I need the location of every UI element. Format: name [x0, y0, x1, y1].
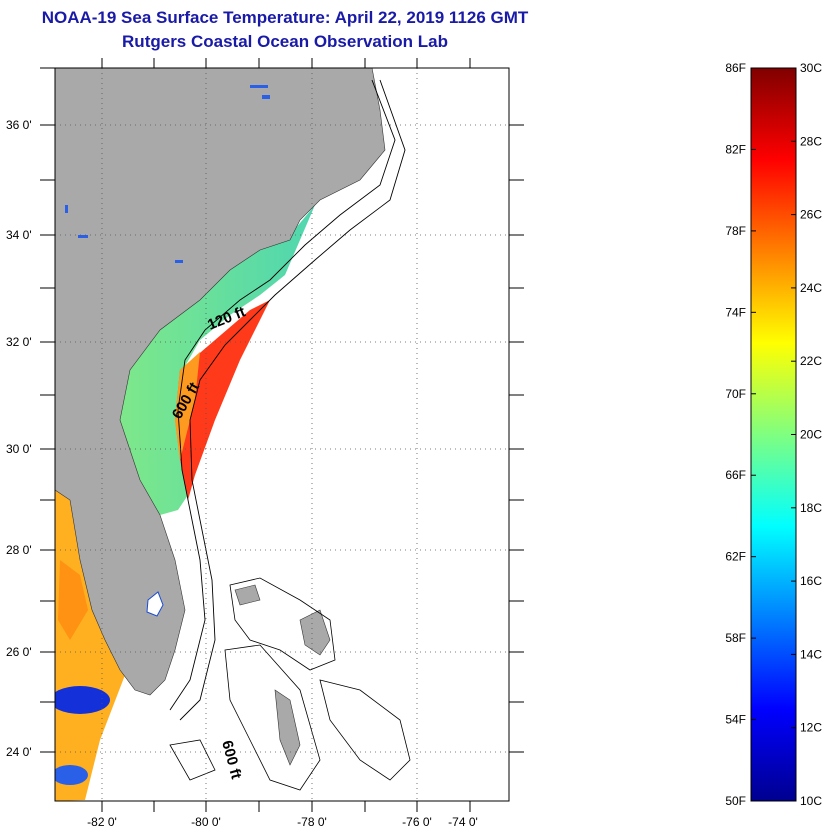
map-subtitle: Rutgers Coastal Ocean Observation Lab [122, 32, 448, 51]
colorbar-f-label: 58F [725, 631, 746, 645]
colorbar-c-label: 30C [800, 61, 822, 75]
temperature-colorbar: 86F 82F 78F 74F 70F 66F 62F 58F 54F 50F 30C 28C 26C… [725, 61, 822, 808]
lat-label-36: 36 0' [6, 118, 32, 132]
colorbar-celsius-labels: 30C 28C 26C 24C 22C 20C 18C 16C 14C 12C 10C [791, 61, 822, 808]
gulf-sst-warm-patches [58, 560, 88, 640]
colorbar-c-label: 22C [800, 354, 822, 368]
colorbar-c-label: 20C [800, 428, 822, 442]
colorbar-c-label: 14C [800, 647, 822, 661]
colorbar-f-label: 74F [725, 305, 746, 319]
colorbar-c-label: 26C [800, 208, 822, 222]
us-landmass [55, 68, 386, 696]
lake-okeechobee [146, 591, 164, 617]
lon-label-76: -76 0' [402, 815, 432, 829]
gulf-sst-swath [55, 490, 125, 801]
colorbar-c-label: 28C [800, 134, 822, 148]
gulf-stream-sst [175, 300, 270, 500]
gulf-stream-edge [175, 352, 200, 460]
map-tick-marks [40, 58, 524, 812]
longitude-labels: -82 0' -80 0' -78 0' -76 0' -74 0' [87, 815, 478, 829]
lat-label-34: 34 0' [6, 228, 32, 242]
colorbar-f-label: 66F [725, 468, 746, 482]
colorbar-f-label: 86F [725, 61, 746, 75]
colorbar-f-label: 54F [725, 713, 746, 727]
map-gridlines [55, 68, 509, 801]
lon-label-82: -82 0' [87, 815, 117, 829]
colorbar-f-label: 62F [725, 550, 746, 564]
shelf-contours [169, 79, 406, 721]
lon-label-80: -80 0' [191, 815, 221, 829]
map-frame [54, 67, 510, 802]
lat-label-32: 32 0' [6, 335, 32, 349]
colorbar-f-label: 82F [725, 142, 746, 156]
lat-label-30: 30 0' [6, 442, 32, 456]
colorbar-c-label: 10C [800, 794, 822, 808]
lon-label-74: -74 0' [448, 815, 478, 829]
colorbar-c-label: 18C [800, 501, 822, 515]
colorbar-fahrenheit-labels: 86F 82F 78F 74F 70F 66F 62F 58F 54F 50F [725, 61, 756, 808]
cold-spot-keys [55, 765, 88, 785]
latitude-labels: 36 0' 34 0' 32 0' 30 0' 28 0' 26 0' 24 0… [6, 118, 32, 759]
colorbar-c-label: 24C [800, 281, 822, 295]
title-block: NOAA-19 Sea Surface Temperature: April 2… [0, 6, 570, 54]
colorbar-f-label: 70F [725, 387, 746, 401]
bahamas-islands [234, 584, 331, 766]
lat-label-24: 24 0' [6, 745, 32, 759]
lat-label-28: 28 0' [6, 543, 32, 557]
colorbar-f-label: 78F [725, 224, 746, 238]
map-title: NOAA-19 Sea Surface Temperature: April 2… [41, 8, 529, 27]
colorbar-gradient [750, 67, 797, 802]
colorbar-c-label: 16C [800, 574, 822, 588]
colorbar-c-label: 12C [800, 721, 822, 735]
map-area: 120 ft 600 ft 600 ft [55, 68, 509, 801]
lat-label-26: 26 0' [6, 645, 32, 659]
bahamas-contours [169, 577, 411, 791]
inland-water [65, 85, 270, 263]
lon-label-78: -78 0' [297, 815, 327, 829]
cold-spot-florida-bay [55, 686, 110, 714]
colorbar-f-label: 50F [725, 794, 746, 808]
